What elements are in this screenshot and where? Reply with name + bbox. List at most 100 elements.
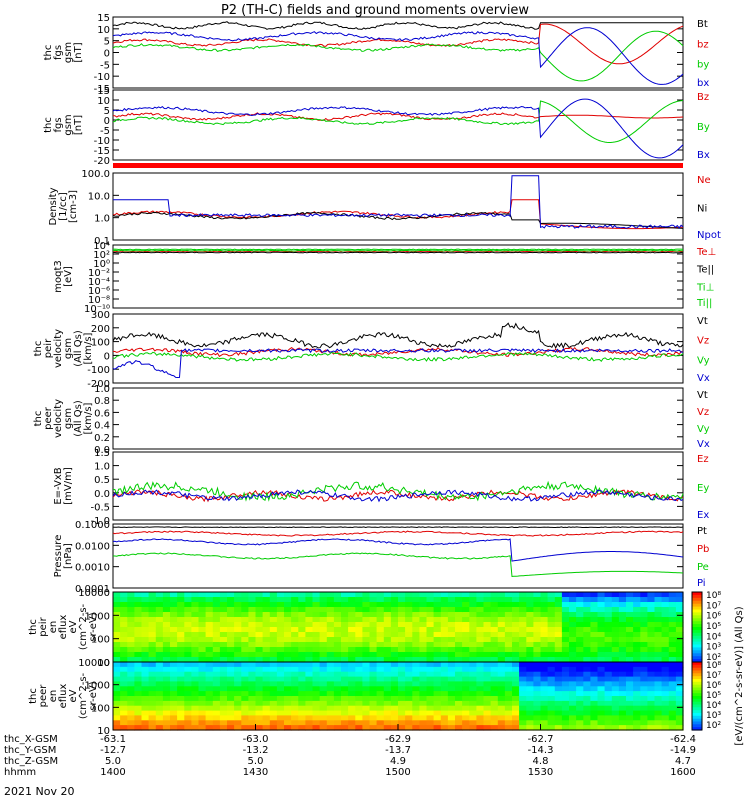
heatmap-cell: [333, 686, 342, 692]
heatmap-cell: [227, 632, 235, 638]
heatmap-cell: [276, 671, 285, 678]
heatmap-cell: [476, 671, 485, 678]
heatmap-cell: [212, 662, 221, 668]
colorbar-cell: [692, 715, 702, 720]
y-axis-label: (cm^2-s-: [78, 672, 89, 719]
heatmap-cell: [419, 671, 428, 678]
heatmap-cell: [134, 612, 143, 618]
heatmap-cell: [654, 657, 663, 663]
heatmap-cell: [440, 705, 449, 712]
heatmap-cell: [333, 662, 342, 668]
heatmap-cell: [333, 691, 342, 697]
heatmap-cell: [383, 696, 392, 702]
heatmap-cell: [419, 700, 428, 707]
heatmap-cell: [447, 647, 456, 653]
x-tick-label: 1400: [100, 767, 125, 778]
heatmap-cell: [298, 686, 306, 692]
heatmap-cell: [326, 647, 335, 653]
heatmap-cell: [355, 676, 363, 683]
heatmap-cell: [597, 725, 606, 731]
heatmap-cell: [355, 686, 363, 692]
heatmap-cell: [661, 715, 670, 721]
heatmap-cell: [191, 666, 200, 673]
heatmap-cell: [212, 612, 221, 618]
heatmap-cell: [120, 617, 128, 623]
y-axis-label: gsm: [63, 114, 74, 135]
heatmap-cell: [355, 666, 363, 673]
heatmap-cell: [305, 642, 314, 648]
heatmap-cell: [576, 686, 584, 692]
heatmap-cell: [170, 657, 178, 663]
colorbar-cell: [692, 609, 702, 613]
heatmap-cell: [626, 602, 634, 608]
heatmap-cell: [504, 627, 513, 633]
heatmap-cell: [597, 657, 606, 663]
heatmap-cell: [269, 715, 278, 721]
heatmap-cell: [604, 647, 613, 653]
heatmap-cell: [255, 720, 264, 726]
heatmap-cell: [184, 720, 192, 726]
heatmap-cell: [661, 602, 670, 608]
heatmap-cell: [519, 612, 527, 618]
heatmap-cell: [298, 710, 306, 717]
heatmap-cell: [647, 720, 656, 726]
heatmap-cell: [198, 607, 207, 613]
heatmap-cell: [162, 720, 171, 726]
legend-label: Vy: [697, 355, 710, 366]
heatmap-cell: [447, 666, 456, 673]
heatmap-cell: [633, 671, 641, 678]
heatmap-cell: [540, 612, 549, 618]
heatmap-cell: [148, 647, 157, 653]
x-tick-label: 5.0: [248, 756, 264, 767]
heatmap-cell: [141, 617, 150, 623]
heatmap-cell: [155, 691, 164, 697]
panel-frame: [112, 89, 684, 161]
heatmap-cell: [198, 627, 207, 633]
legend-label: Pb: [697, 544, 709, 555]
heatmap-cell: [398, 681, 406, 687]
heatmap-cell: [326, 720, 335, 726]
heatmap-cell: [576, 720, 584, 726]
heatmap-cell: [219, 676, 228, 683]
x-tick-label: -63.0: [243, 734, 269, 745]
heatmap-cell: [369, 597, 378, 603]
heatmap-cell: [355, 652, 363, 658]
heatmap-cell: [212, 652, 221, 658]
y-tick-label: 1.0: [94, 462, 110, 473]
heatmap-cell: [276, 666, 285, 673]
heatmap-cell: [526, 666, 534, 673]
heatmap-cell: [526, 710, 534, 717]
heatmap-cell: [284, 662, 292, 668]
heatmap-cell: [668, 666, 677, 673]
heatmap-cell: [490, 662, 499, 668]
heatmap-cell: [319, 710, 328, 717]
heatmap-cell: [647, 681, 656, 687]
heatmap-cell: [241, 671, 249, 678]
heatmap-cell: [476, 657, 485, 663]
heatmap-cell: [455, 647, 463, 653]
series-line-Bt: [112, 21, 683, 30]
heatmap-cell: [661, 710, 670, 717]
heatmap-cell: [483, 637, 492, 643]
heatmap-cell: [376, 627, 385, 633]
heatmap-cell: [305, 652, 314, 658]
heatmap-cell: [476, 647, 485, 653]
y-tick-label: 1.0: [94, 384, 110, 395]
heatmap-cell: [469, 725, 477, 731]
heatmap-cell: [519, 725, 527, 731]
heatmap-cell: [654, 691, 663, 697]
heatmap-cell: [276, 637, 285, 643]
heatmap-cell: [455, 666, 463, 673]
heatmap-cell: [341, 696, 349, 702]
heatmap-cell: [576, 627, 584, 633]
heatmap-cell: [291, 696, 299, 702]
heatmap-cell: [369, 715, 378, 721]
heatmap-cell: [305, 676, 314, 683]
heatmap-cell: [462, 700, 470, 707]
heatmap-cell: [341, 652, 349, 658]
heatmap-cell: [675, 666, 684, 673]
heatmap-cell: [333, 652, 342, 658]
heatmap-cell: [590, 647, 599, 653]
heatmap-cell: [398, 662, 406, 668]
heatmap-cell: [668, 725, 677, 731]
